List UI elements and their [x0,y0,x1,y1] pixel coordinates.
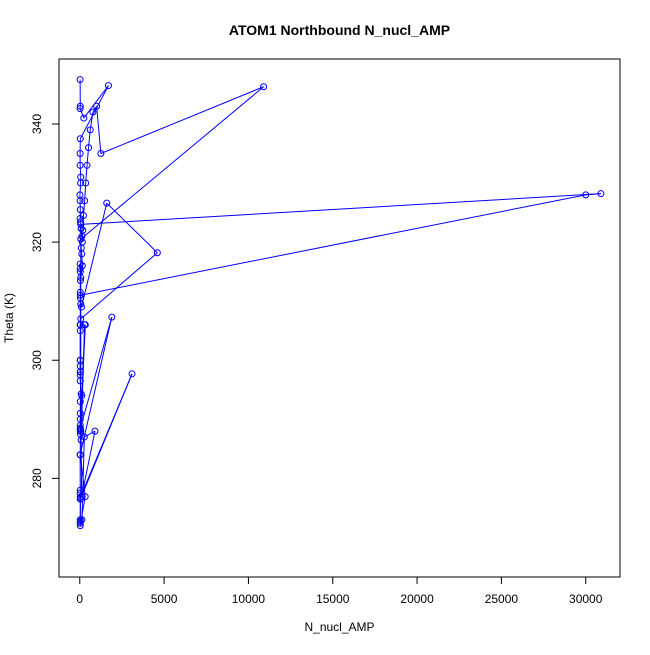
series-segment [80,165,81,177]
y-tick-label: 300 [30,350,44,370]
x-tick-label: 25000 [485,592,519,606]
x-tick-label: 20000 [400,592,434,606]
x-tick-label: 10000 [232,592,266,606]
x-tick-label: 0 [76,592,83,606]
series-segment [80,183,81,195]
y-tick-label: 320 [30,232,44,252]
x-tick-label: 5000 [151,592,178,606]
x-tick-label: 30000 [569,592,603,606]
y-axis-label: Theta (K) [2,293,16,343]
y-tick-label: 340 [30,114,44,134]
x-axis-label: N_nucl_AMP [304,620,374,634]
x-tick-label: 15000 [316,592,350,606]
series-segment [82,254,83,266]
y-tick-label: 280 [30,468,44,488]
chart-title: ATOM1 Northbound N_nucl_AMP [229,22,450,38]
